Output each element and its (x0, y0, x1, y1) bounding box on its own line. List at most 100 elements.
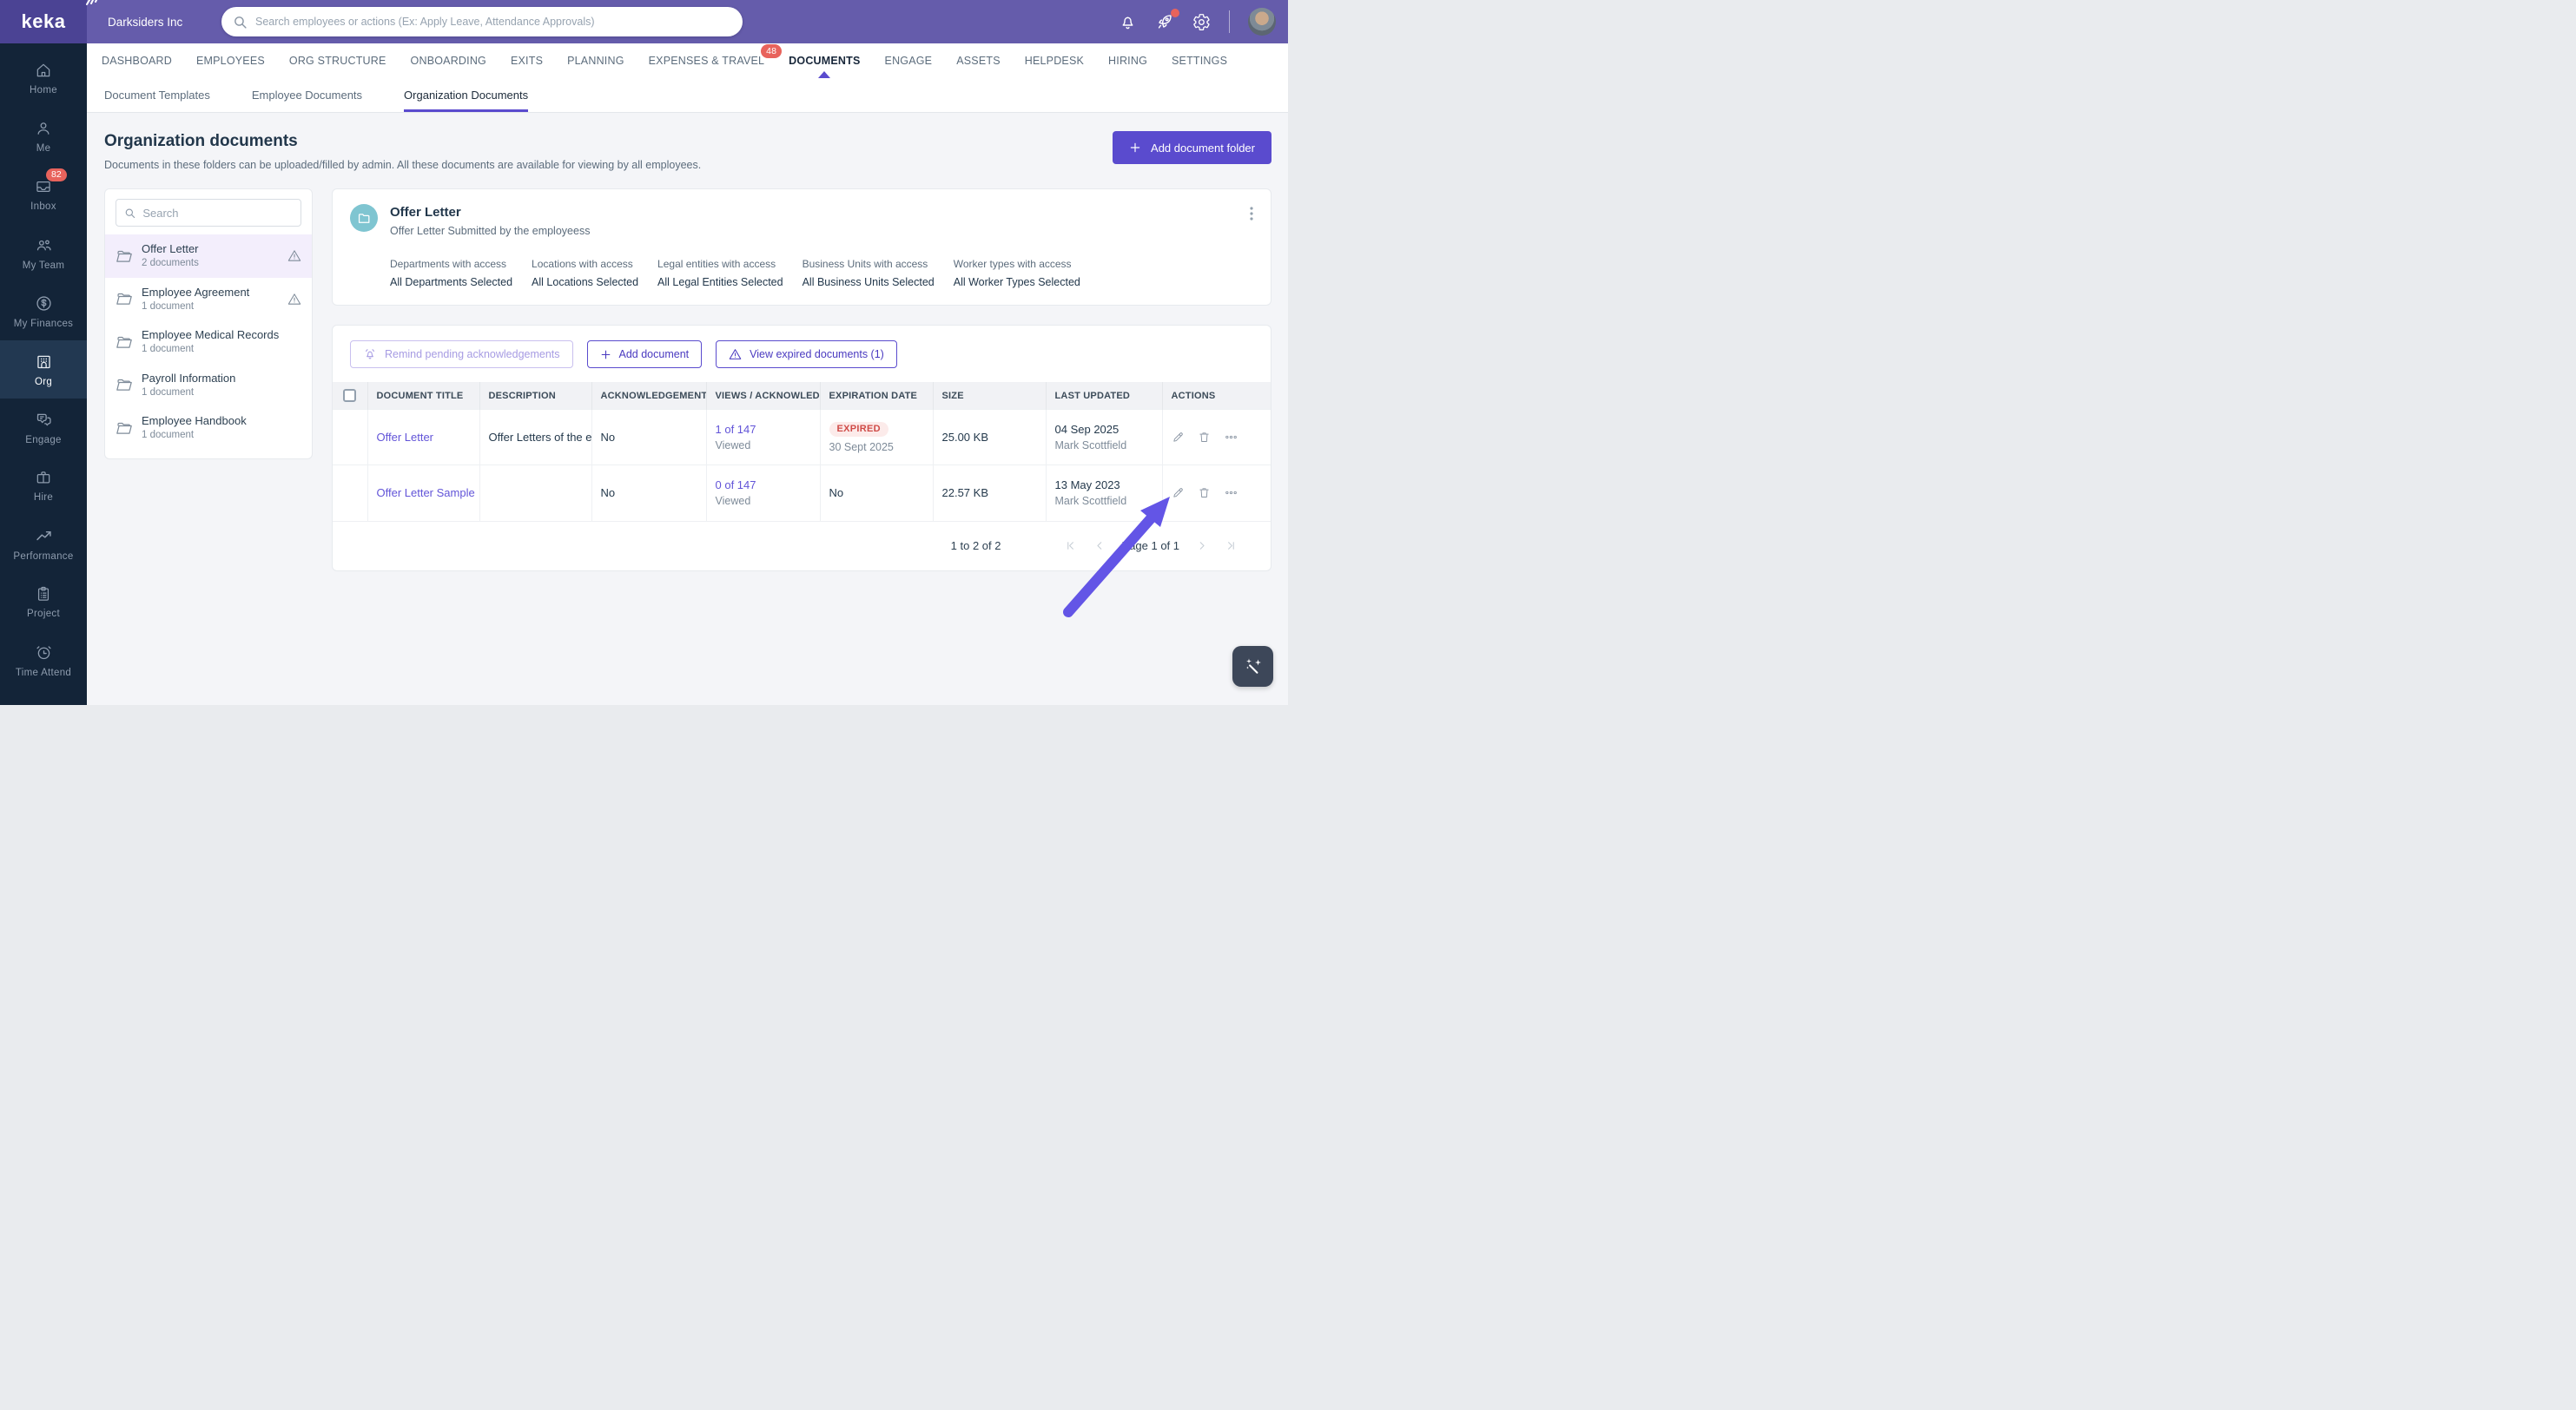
team-icon (36, 240, 51, 250)
rail-item-inbox[interactable]: 82 Inbox (0, 166, 87, 224)
edit-pencil-icon[interactable] (1172, 486, 1185, 499)
views-link[interactable]: 1 of 147 (715, 422, 756, 436)
view-expired-documents-button[interactable]: View expired documents (1) (716, 340, 897, 368)
rail-item-engage[interactable]: Engage (0, 399, 87, 457)
subtab-employee-documents[interactable]: Employee Documents (252, 78, 362, 112)
topbar-actions (1119, 0, 1276, 43)
rail-item-home[interactable]: Home (0, 49, 87, 108)
table-header-row: DOCUMENT TITLE DESCRIPTION ACKNOWLEDGEME… (333, 382, 1271, 410)
add-document-button[interactable]: Add document (586, 340, 703, 368)
access-worker-types: Worker types with access All Worker Type… (953, 257, 1080, 288)
folder-search-input[interactable] (142, 206, 293, 220)
tab-onboarding[interactable]: ONBOARDING (399, 43, 499, 78)
magic-wand-fab-icon[interactable] (1232, 646, 1273, 687)
select-all-checkbox[interactable] (343, 389, 356, 402)
rail-item-org[interactable]: Org (0, 340, 87, 399)
tab-org-structure[interactable]: ORG STRUCTURE (277, 43, 399, 78)
warning-icon (729, 349, 742, 359)
folders-panel: Offer Letter 2 documents Employee Agreem… (104, 188, 313, 459)
folder-item-employee-medical-records[interactable]: Employee Medical Records 1 document (105, 320, 312, 364)
remind-pending-button[interactable]: Remind pending acknowledgements (350, 340, 573, 368)
folder-item-payroll-information[interactable]: Payroll Information 1 document (105, 364, 312, 407)
header-actions: ACTIONS (1161, 382, 1271, 410)
reminder-bell-icon (366, 349, 374, 359)
header-views: VIEWS / ACKNOWLEDGEMENT (705, 382, 820, 410)
document-title-link[interactable]: Offer Letter (376, 431, 434, 444)
first-page-icon[interactable] (1065, 539, 1078, 552)
warning-icon (287, 293, 301, 306)
whats-new-rocket-icon[interactable] (1155, 9, 1179, 31)
plus-icon (601, 350, 610, 359)
global-search[interactable] (221, 7, 743, 36)
tab-documents[interactable]: DOCUMENTS (776, 43, 872, 78)
user-avatar[interactable] (1248, 8, 1276, 36)
last-page-icon[interactable] (1224, 539, 1237, 552)
folder-item-offer-letter[interactable]: Offer Letter 2 documents (105, 234, 312, 278)
subtab-document-templates[interactable]: Document Templates (104, 78, 210, 112)
tab-exits[interactable]: EXITS (499, 43, 555, 78)
updated-by: Mark Scottfield (1054, 438, 1127, 451)
next-page-icon[interactable] (1195, 539, 1208, 552)
topbar: keka Darksiders Inc (0, 0, 1288, 43)
warning-icon (287, 249, 301, 262)
tab-hiring[interactable]: HIRING (1096, 43, 1159, 78)
folder-icon (116, 250, 132, 262)
page-content: Organization documents Documents in thes… (87, 113, 1288, 705)
access-locations: Locations with access All Locations Sele… (532, 257, 639, 288)
rail-item-hire[interactable]: Hire (0, 457, 87, 515)
previous-page-icon[interactable] (1093, 539, 1106, 552)
documents-table: DOCUMENT TITLE DESCRIPTION ACKNOWLEDGEME… (333, 382, 1271, 521)
folder-item-employee-handbook[interactable]: Employee Handbook 1 document (105, 406, 312, 450)
tab-engage[interactable]: ENGAGE (873, 43, 945, 78)
tab-expenses-travel[interactable]: EXPENSES & TRAVEL 48 (637, 43, 783, 78)
inbox-count-badge: 82 (46, 168, 67, 181)
tab-employees[interactable]: EMPLOYEES (184, 43, 277, 78)
home-icon (36, 63, 50, 77)
company-name: Darksiders Inc (108, 15, 183, 29)
global-search-input[interactable] (255, 16, 731, 28)
tab-assets[interactable]: ASSETS (944, 43, 1013, 78)
rail-item-performance[interactable]: Performance (0, 515, 87, 573)
delete-trash-icon[interactable] (1198, 486, 1211, 499)
keka-logo[interactable]: keka (0, 0, 98, 43)
tab-helpdesk[interactable]: HELPDESK (1013, 43, 1096, 78)
folder-icon (116, 293, 132, 305)
views-link[interactable]: 0 of 147 (715, 478, 756, 491)
add-document-folder-button[interactable]: Add document folder (1113, 131, 1271, 164)
folder-info-card: Offer Letter Offer Letter Submitted by t… (332, 188, 1271, 306)
delete-trash-icon[interactable] (1198, 431, 1211, 444)
more-options-icon[interactable] (1224, 486, 1238, 499)
tab-settings[interactable]: SETTINGS (1159, 43, 1239, 78)
rail-item-my-team[interactable]: My Team (0, 224, 87, 282)
subtab-organization-documents[interactable]: Organization Documents (404, 78, 529, 112)
rail-item-me[interactable]: Me (0, 108, 87, 166)
rail-item-time-attend[interactable]: Time Attend (0, 631, 87, 689)
active-tab-indicator (818, 71, 831, 78)
document-title-link[interactable]: Offer Letter Sample (376, 486, 475, 500)
document-description (479, 465, 591, 521)
notifications-bell-icon[interactable] (1119, 13, 1137, 31)
rail-item-project[interactable]: Project (0, 573, 87, 631)
document-description: Offer Letters of the e (479, 409, 591, 465)
folder-item-employee-agreement[interactable]: Employee Agreement 1 document (105, 278, 312, 321)
rail-item-my-finances[interactable]: My Finances (0, 282, 87, 340)
folder-search[interactable] (116, 199, 301, 227)
header-expiration-date: EXPIRATION DATE (819, 382, 933, 410)
tab-planning[interactable]: PLANNING (555, 43, 637, 78)
table-row: Offer Letter Sample No 0 of 147 Viewed N… (333, 465, 1271, 521)
page-subtitle: Documents in these folders can be upload… (104, 159, 702, 171)
settings-gear-icon[interactable] (1192, 13, 1211, 31)
expired-badge: EXPIRED (829, 422, 888, 438)
chat-icon (36, 413, 51, 425)
more-options-icon[interactable] (1224, 431, 1238, 444)
folder-kebab-menu-icon[interactable] (1246, 203, 1257, 227)
topbar-divider (1229, 10, 1230, 33)
module-nav: DASHBOARD EMPLOYEES ORG STRUCTURE ONBOAR… (87, 43, 1288, 78)
building-icon (36, 355, 50, 368)
expiration-date: 30 Sept 2025 (829, 441, 894, 454)
edit-pencil-icon[interactable] (1172, 431, 1185, 444)
access-business-units: Business Units with access All Business … (802, 257, 935, 288)
tab-dashboard[interactable]: DASHBOARD (89, 43, 184, 78)
last-updated-date: 13 May 2023 (1054, 478, 1120, 491)
search-icon (125, 208, 135, 218)
